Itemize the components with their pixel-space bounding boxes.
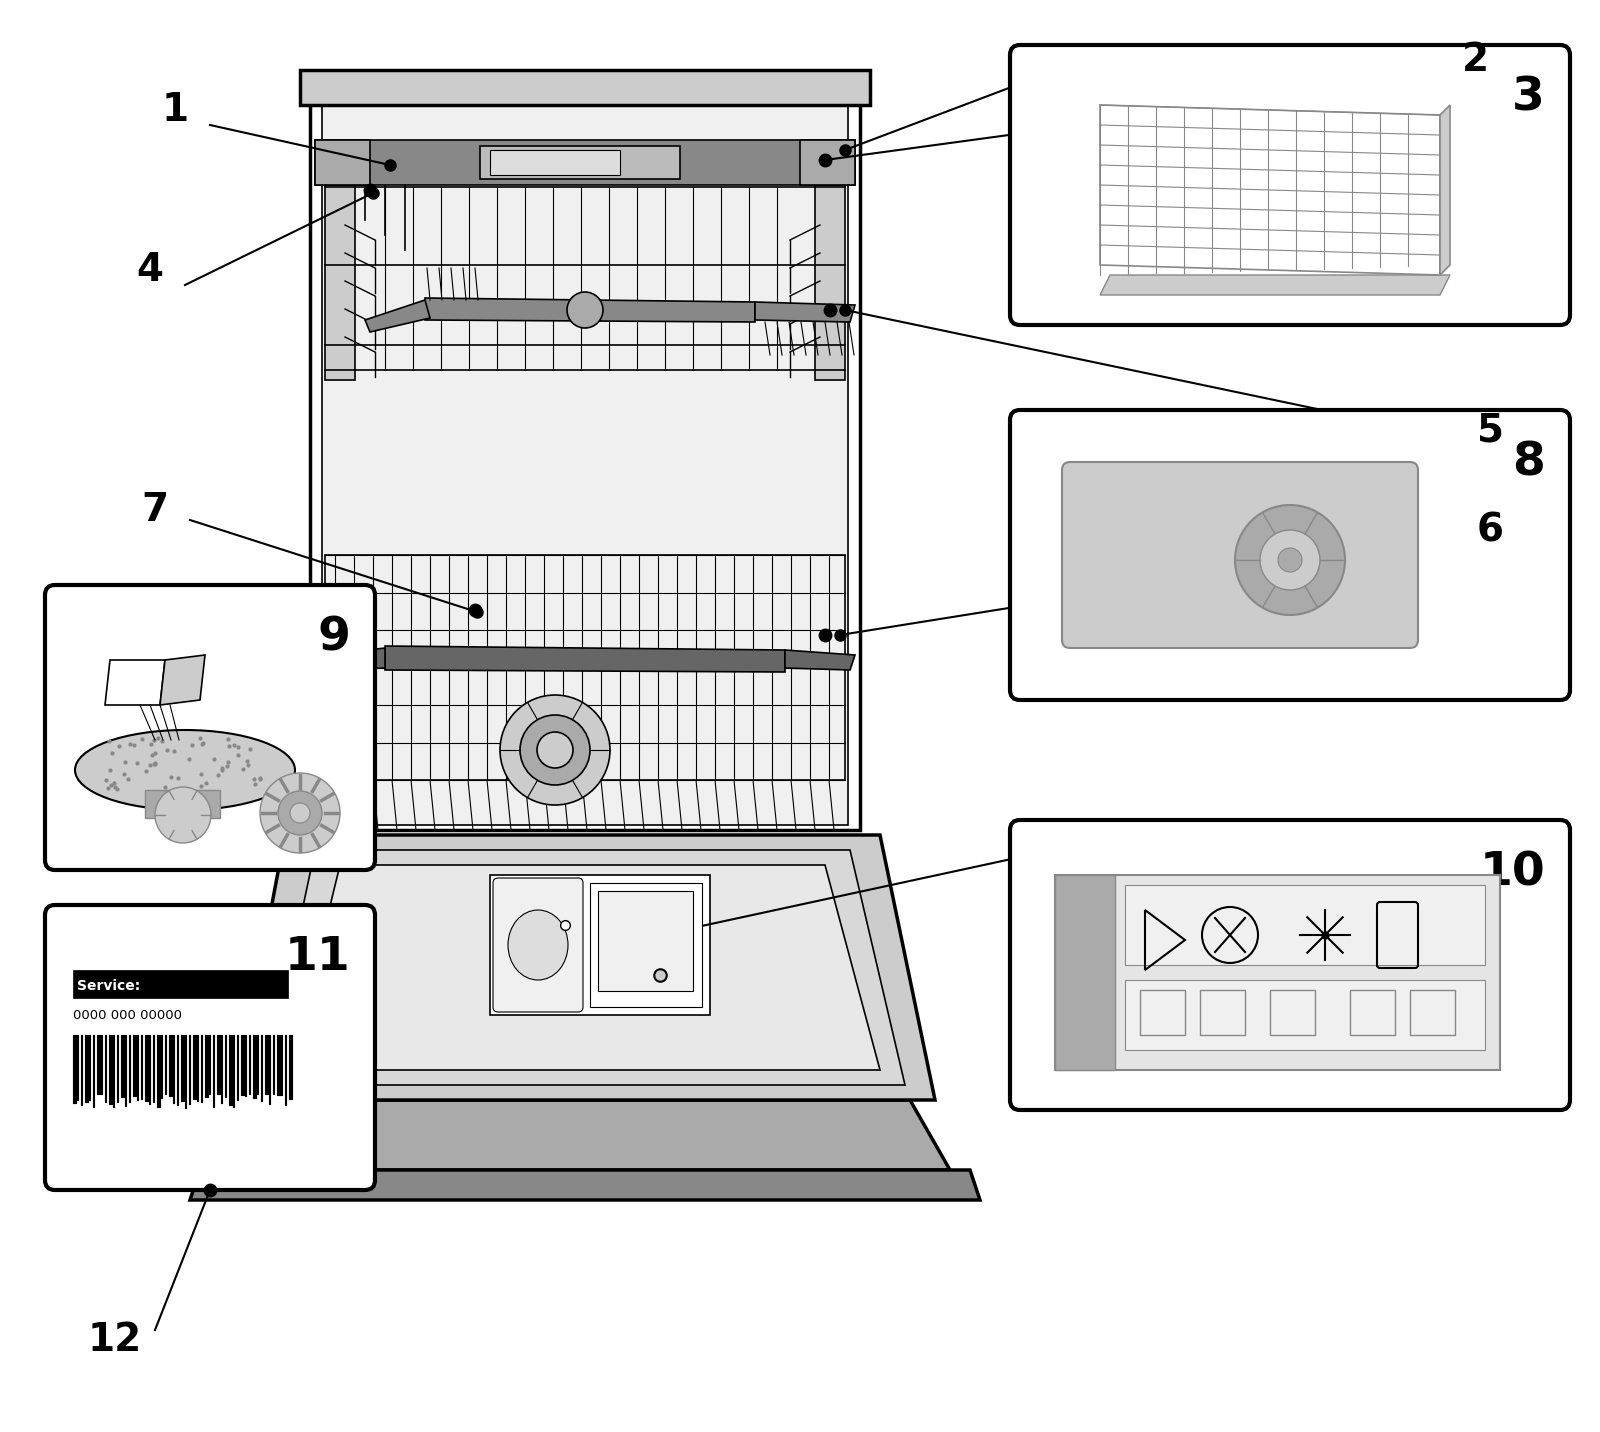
- Bar: [290, 1035, 293, 1100]
- Bar: [229, 1035, 234, 1106]
- Bar: [157, 1035, 162, 1108]
- Bar: [133, 1035, 138, 1097]
- Polygon shape: [106, 660, 165, 705]
- Bar: [1270, 990, 1315, 1035]
- Text: Service:: Service:: [77, 979, 141, 992]
- Polygon shape: [294, 979, 315, 1010]
- Circle shape: [1261, 530, 1320, 590]
- Bar: [1054, 875, 1501, 1070]
- Bar: [1350, 990, 1395, 1035]
- Circle shape: [1278, 548, 1302, 571]
- Bar: [800, 140, 854, 185]
- Bar: [74, 969, 288, 998]
- Text: 12: 12: [88, 1320, 142, 1359]
- Bar: [1139, 990, 1186, 1035]
- Bar: [1410, 990, 1454, 1035]
- Polygon shape: [1101, 275, 1450, 295]
- Ellipse shape: [509, 909, 568, 979]
- Bar: [490, 875, 710, 1015]
- Circle shape: [538, 732, 573, 768]
- Polygon shape: [814, 185, 845, 379]
- Bar: [325, 556, 845, 780]
- Circle shape: [278, 790, 322, 835]
- Text: 9: 9: [317, 614, 350, 660]
- Bar: [98, 1035, 101, 1095]
- FancyBboxPatch shape: [45, 905, 374, 1190]
- Polygon shape: [1440, 105, 1450, 275]
- Bar: [1125, 979, 1485, 1050]
- Bar: [315, 140, 370, 185]
- Polygon shape: [325, 185, 355, 379]
- Bar: [322, 105, 848, 825]
- Text: 3: 3: [1512, 74, 1546, 120]
- Polygon shape: [221, 1100, 950, 1170]
- Bar: [1200, 990, 1245, 1035]
- Bar: [218, 1035, 221, 1095]
- Bar: [146, 790, 221, 818]
- Circle shape: [155, 788, 211, 843]
- Circle shape: [501, 695, 610, 805]
- Bar: [253, 1035, 258, 1098]
- FancyBboxPatch shape: [1010, 821, 1570, 1110]
- Text: 5: 5: [1477, 411, 1504, 450]
- Text: 10: 10: [1480, 851, 1546, 895]
- Bar: [315, 140, 854, 185]
- Bar: [490, 150, 621, 175]
- Bar: [1054, 875, 1115, 1070]
- Polygon shape: [235, 835, 934, 1100]
- Polygon shape: [266, 851, 906, 1085]
- Text: 7: 7: [141, 491, 168, 528]
- Bar: [85, 1035, 90, 1103]
- Circle shape: [1235, 505, 1346, 614]
- Polygon shape: [386, 646, 786, 672]
- FancyBboxPatch shape: [493, 878, 582, 1012]
- Polygon shape: [426, 298, 755, 322]
- Bar: [480, 146, 680, 179]
- Text: 8: 8: [1512, 440, 1546, 485]
- Ellipse shape: [75, 730, 294, 811]
- FancyBboxPatch shape: [45, 586, 374, 871]
- Bar: [598, 891, 693, 991]
- Circle shape: [290, 803, 310, 823]
- Polygon shape: [290, 865, 880, 1070]
- Bar: [181, 1035, 186, 1103]
- FancyBboxPatch shape: [1010, 44, 1570, 325]
- Text: 4: 4: [136, 251, 163, 289]
- Bar: [590, 884, 702, 1007]
- Bar: [109, 1035, 114, 1106]
- Polygon shape: [325, 649, 386, 670]
- Circle shape: [566, 292, 603, 328]
- Bar: [205, 1035, 210, 1098]
- Bar: [266, 1035, 269, 1095]
- Circle shape: [261, 773, 341, 853]
- Text: 6: 6: [1477, 511, 1504, 548]
- Bar: [146, 1035, 149, 1103]
- Bar: [74, 1035, 77, 1104]
- Text: 1: 1: [162, 92, 189, 129]
- Bar: [310, 100, 861, 831]
- Bar: [242, 1035, 245, 1095]
- Bar: [170, 1035, 173, 1097]
- Polygon shape: [160, 654, 205, 705]
- Text: 11: 11: [285, 935, 350, 979]
- Text: 2: 2: [1461, 42, 1488, 79]
- FancyBboxPatch shape: [1010, 410, 1570, 700]
- Circle shape: [520, 715, 590, 785]
- Polygon shape: [786, 650, 854, 670]
- Text: 0000 000 00000: 0000 000 00000: [74, 1008, 182, 1021]
- Bar: [122, 1035, 125, 1098]
- Polygon shape: [755, 302, 854, 322]
- FancyBboxPatch shape: [1062, 463, 1418, 649]
- Bar: [1125, 885, 1485, 965]
- Polygon shape: [365, 299, 430, 332]
- Bar: [194, 1035, 197, 1100]
- Polygon shape: [1101, 105, 1440, 275]
- Bar: [301, 70, 870, 105]
- Bar: [277, 1035, 282, 1095]
- Polygon shape: [190, 1170, 979, 1200]
